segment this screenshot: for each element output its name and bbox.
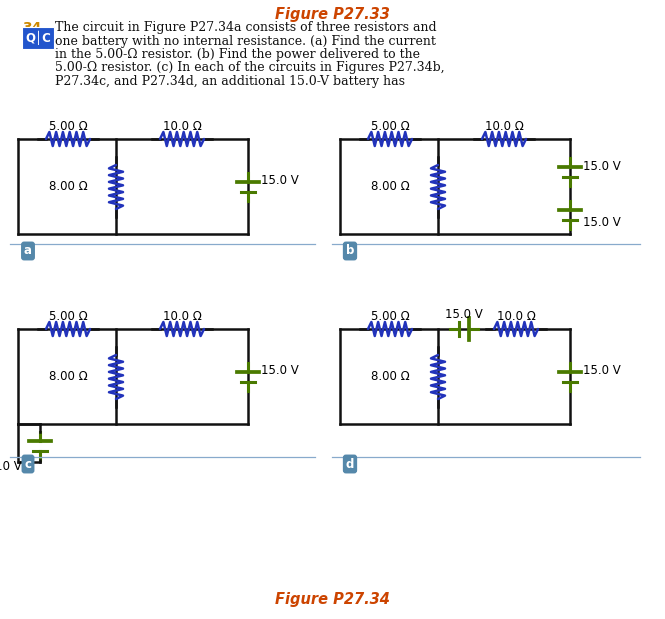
Text: one battery with no internal resistance. (a) Find the current: one battery with no internal resistance.… <box>55 35 436 48</box>
Text: 8.00 Ω: 8.00 Ω <box>49 181 88 194</box>
Text: 5.00-Ω resistor. (c) In each of the circuits in Figures P27.34b,: 5.00-Ω resistor. (c) In each of the circ… <box>55 61 445 74</box>
Text: Q│C: Q│C <box>25 31 51 45</box>
Text: d: d <box>346 457 354 470</box>
Text: 10.0 Ω: 10.0 Ω <box>162 310 201 322</box>
Text: The circuit in Figure P27.34a consists of three resistors and: The circuit in Figure P27.34a consists o… <box>55 21 437 34</box>
Text: 5.00 Ω: 5.00 Ω <box>49 310 87 322</box>
Text: 15.0 V: 15.0 V <box>0 459 22 472</box>
Text: in the 5.00-Ω resistor. (b) Find the power delivered to the: in the 5.00-Ω resistor. (b) Find the pow… <box>55 48 420 61</box>
Text: 15.0 V: 15.0 V <box>583 160 620 173</box>
Text: 34.: 34. <box>22 21 47 35</box>
Text: 5.00 Ω: 5.00 Ω <box>370 310 410 322</box>
Text: 15.0 V: 15.0 V <box>583 365 620 378</box>
Text: 8.00 Ω: 8.00 Ω <box>371 371 410 384</box>
Text: 8.00 Ω: 8.00 Ω <box>371 181 410 194</box>
Text: Figure P27.33: Figure P27.33 <box>275 7 390 22</box>
Text: 15.0 V: 15.0 V <box>261 365 299 378</box>
Text: c: c <box>25 457 31 470</box>
Text: 15.0 V: 15.0 V <box>445 308 483 321</box>
Text: 5.00 Ω: 5.00 Ω <box>370 119 410 132</box>
Text: 15.0 V: 15.0 V <box>583 217 620 230</box>
Text: 10.0 Ω: 10.0 Ω <box>485 119 523 132</box>
Text: Figure P27.34: Figure P27.34 <box>275 592 390 607</box>
Text: a: a <box>24 245 32 258</box>
Text: P27.34c, and P27.34d, an additional 15.0-V battery has: P27.34c, and P27.34d, an additional 15.0… <box>55 75 405 88</box>
Text: 8.00 Ω: 8.00 Ω <box>49 371 88 384</box>
Text: b: b <box>346 245 354 258</box>
Text: 10.0 Ω: 10.0 Ω <box>497 310 535 322</box>
Text: 15.0 V: 15.0 V <box>261 175 299 188</box>
Text: 5.00 Ω: 5.00 Ω <box>49 119 87 132</box>
Text: 10.0 Ω: 10.0 Ω <box>162 119 201 132</box>
